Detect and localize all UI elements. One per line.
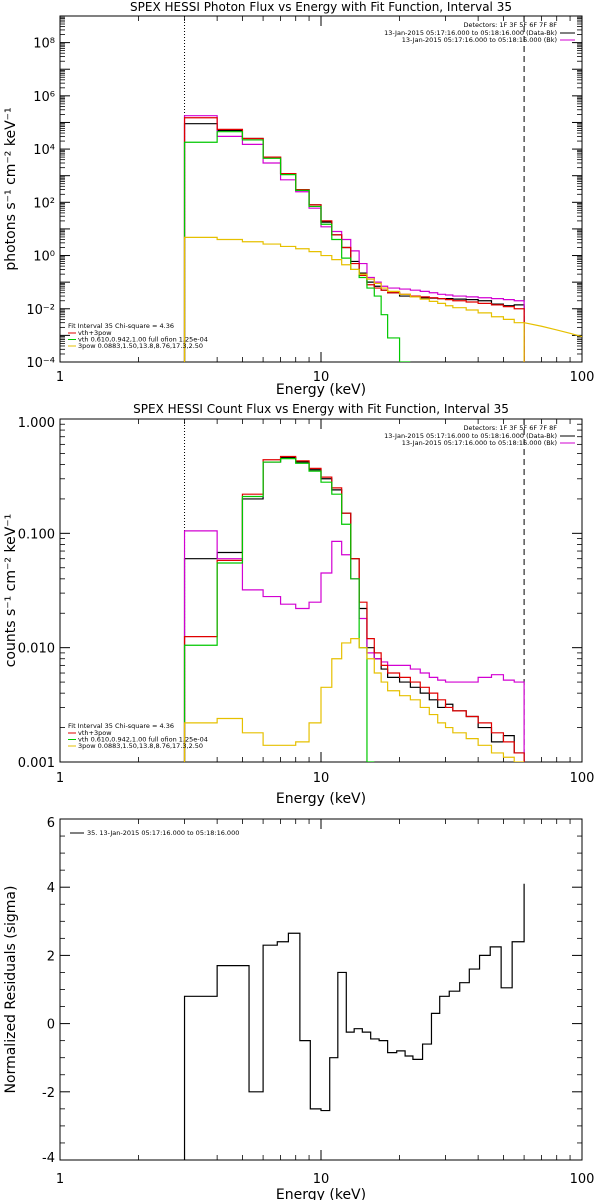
y-tick-label: 10⁴ bbox=[33, 143, 55, 158]
fit-legend-label: 3pow 0.0883,1.50,13.8,8.76,17.3,2.50 bbox=[78, 342, 203, 350]
y-tick-label: 6 bbox=[47, 816, 55, 831]
chart-title: SPEX HESSI Count Flux vs Energy with Fit… bbox=[133, 402, 509, 416]
series-vth bbox=[183, 458, 375, 762]
y-tick-label: 0.100 bbox=[18, 527, 55, 542]
x-tick-label: 1 bbox=[56, 1172, 64, 1187]
legend: 35. 13-Jan-2015 05:17:16.000 to 05:18:16… bbox=[70, 829, 239, 837]
series-3pow bbox=[183, 638, 525, 762]
y-tick-label: 10⁰ bbox=[33, 250, 55, 265]
y-tick-label: 0 bbox=[47, 1018, 55, 1033]
series-residuals bbox=[183, 883, 525, 1160]
y-tick-label: 1.000 bbox=[18, 416, 55, 431]
x-tick-label: 100 bbox=[570, 370, 595, 385]
x-tick-label: 10 bbox=[313, 771, 330, 786]
fit-legend-label: vth 0.610,0.942,1.00 full ofion 1.25e-04 bbox=[78, 736, 208, 744]
y-axis-label: counts s⁻¹ cm⁻² keV⁻¹ bbox=[3, 514, 19, 668]
legend-header: Detectors: 1F 3F 5F 6F 7F 8F bbox=[463, 21, 557, 29]
series-bk bbox=[183, 530, 525, 762]
y-tick-label: -2 bbox=[42, 1086, 55, 1101]
series-3pow-extrapolation bbox=[523, 322, 582, 338]
plot-area bbox=[183, 115, 582, 362]
panel-2: SPEX HESSI Count Flux vs Energy with Fit… bbox=[3, 402, 594, 807]
series-vth-3pow bbox=[183, 455, 525, 762]
legend-entry-label: 13-Jan-2015 05:17:16.000 to 05:18:16.000… bbox=[402, 439, 557, 447]
x-axis-label: Energy (keV) bbox=[276, 791, 366, 807]
series-vth-3pow bbox=[183, 117, 525, 362]
legend-entry-label: 13-Jan-2015 05:17:16.000 to 05:18:16.000… bbox=[402, 36, 557, 44]
fit-legend-label: 3pow 0.0883,1.50,13.8,8.76,17.3,2.50 bbox=[78, 742, 203, 750]
fit-legend-label: vth 0.610,0.942,1.00 full ofion 1.25e-04 bbox=[78, 336, 208, 344]
fit-legend-header: Fit Interval 35 Chi-square = 4.36 bbox=[68, 322, 174, 330]
legend: Detectors: 1F 3F 5F 6F 7F 8F13-Jan-2015 … bbox=[68, 424, 575, 750]
legend-header: Detectors: 1F 3F 5F 6F 7F 8F bbox=[463, 424, 557, 432]
y-tick-label: 10⁸ bbox=[33, 37, 55, 52]
y-tick-label: 0.010 bbox=[18, 642, 55, 657]
legend-entry-label: 13-Jan-2015 05:17:16.000 to 05:18:16.000… bbox=[384, 29, 557, 37]
y-tick-label: 10² bbox=[33, 196, 55, 211]
fit-legend-label: vth+3pow bbox=[78, 729, 112, 737]
legend: Detectors: 1F 3F 5F 6F 7F 8F13-Jan-2015 … bbox=[68, 21, 575, 350]
x-axis-label: Energy (keV) bbox=[276, 382, 366, 398]
legend-entry-label: 35. 13-Jan-2015 05:17:16.000 to 05:18:16… bbox=[87, 829, 239, 837]
plot-area bbox=[183, 883, 525, 1160]
series-3pow bbox=[183, 236, 525, 362]
panel-1: SPEX HESSI Photon Flux vs Energy with Fi… bbox=[3, 0, 594, 398]
series-vth bbox=[183, 131, 411, 362]
y-tick-label: 4 bbox=[47, 881, 55, 896]
x-tick-label: 100 bbox=[570, 771, 595, 786]
plot-frame bbox=[59, 15, 583, 363]
x-tick-label: 10 bbox=[313, 370, 330, 385]
series-data-bk bbox=[183, 123, 525, 362]
x-axis-label: Energy (keV) bbox=[276, 1187, 366, 1200]
fit-legend-label: vth+3pow bbox=[78, 329, 112, 337]
y-tick-label: 10⁻² bbox=[26, 303, 55, 318]
y-tick-label: 10⁻⁴ bbox=[26, 356, 55, 371]
x-tick-label: 10 bbox=[313, 1172, 330, 1187]
x-tick-label: 100 bbox=[570, 1172, 595, 1187]
x-tick-label: 1 bbox=[56, 370, 64, 385]
plot-area bbox=[183, 455, 525, 762]
y-tick-label: 0.001 bbox=[18, 756, 55, 771]
y-tick-label: 2 bbox=[47, 949, 55, 964]
y-axis-label: photons s⁻¹ cm⁻² keV⁻¹ bbox=[3, 107, 19, 270]
series-bk bbox=[183, 115, 525, 362]
x-tick-label: 1 bbox=[56, 771, 64, 786]
fit-legend-header: Fit Interval 35 Chi-square = 4.36 bbox=[68, 722, 174, 730]
y-tick-label: -4 bbox=[42, 1151, 55, 1166]
y-tick-label: 10⁶ bbox=[33, 90, 55, 105]
legend-entry-label: 13-Jan-2015 05:17:16.000 to 05:18:16.000… bbox=[384, 432, 557, 440]
chart-title: SPEX HESSI Photon Flux vs Energy with Fi… bbox=[130, 0, 512, 14]
y-axis-label: Normalized Residuals (sigma) bbox=[3, 886, 19, 1094]
panel-3: Energy (keV) Normalized Residuals (sigma)… bbox=[3, 816, 594, 1200]
